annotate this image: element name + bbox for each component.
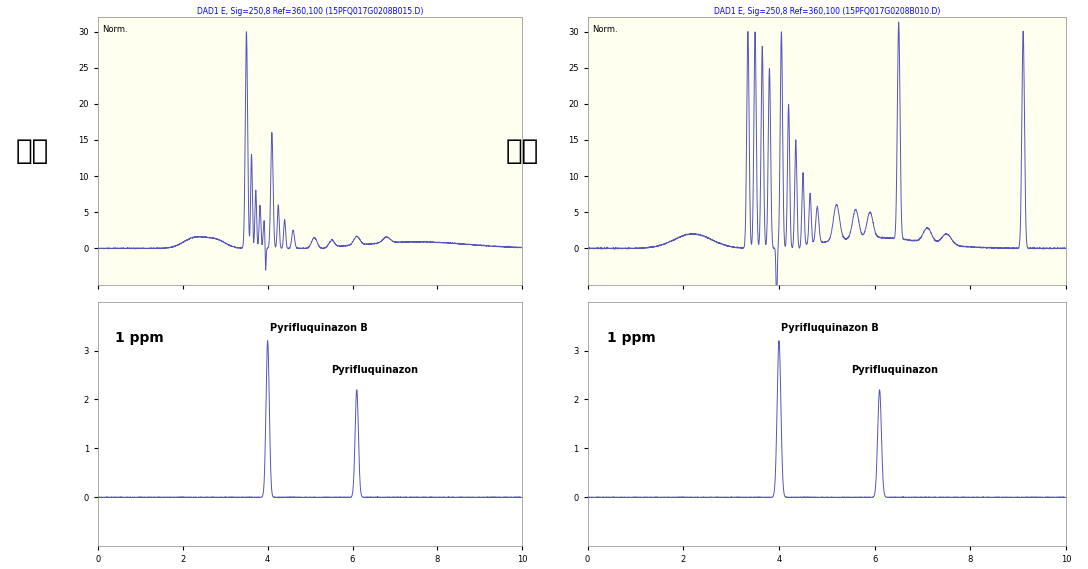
Text: DAD1 E, Sig=250,8 Ref=360,100 (15PFQ017G0208B010.D): DAD1 E, Sig=250,8 Ref=360,100 (15PFQ017G… — [714, 7, 940, 16]
Text: 1 ppm: 1 ppm — [115, 331, 163, 345]
Text: Norm.: Norm. — [102, 25, 127, 34]
Text: 현미: 현미 — [16, 137, 49, 165]
Text: Pyrifluquinazon B: Pyrifluquinazon B — [781, 323, 879, 333]
Text: 1 ppm: 1 ppm — [607, 331, 655, 345]
Text: Pyrifluquinazon B: Pyrifluquinazon B — [270, 323, 368, 333]
Text: DAD1 E, Sig=250,8 Ref=360,100 (15PFQ017G0208B015.D): DAD1 E, Sig=250,8 Ref=360,100 (15PFQ017G… — [197, 7, 423, 16]
Text: Pyrifluquinazon: Pyrifluquinazon — [851, 365, 938, 375]
Text: 대두: 대두 — [506, 137, 539, 165]
Text: Norm.: Norm. — [592, 25, 618, 34]
Text: Pyrifluquinazon: Pyrifluquinazon — [331, 365, 418, 375]
